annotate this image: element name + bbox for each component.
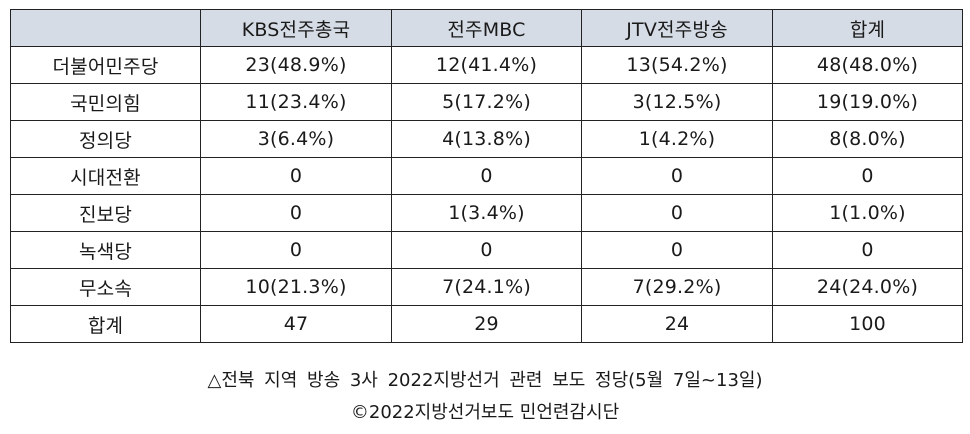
table-header: KBS전주총국 전주MBC JTV전주방송 합계 — [10, 9, 963, 47]
table-cell: 48(48.0%) — [772, 46, 963, 84]
table-caption: △전북 지역 방송 3사 2022지방선거 관련 보도 정당(5월 7일~13일… — [207, 370, 763, 391]
table-cell: 0 — [581, 194, 773, 232]
table-row: 무소속 10(21.3%) 7(24.1%) 7(29.2%) 24(24.0%) — [10, 268, 963, 306]
table-cell: 0 — [200, 157, 392, 195]
table-cell: 3(12.5%) — [581, 83, 773, 121]
row-label-cell: 국민의힘 — [10, 83, 201, 121]
column-header: JTV전주방송 — [581, 9, 773, 47]
table-cell: 1(3.4%) — [391, 194, 582, 232]
table-row: 진보당 0 1(3.4%) 0 1(1.0%) — [10, 194, 963, 232]
row-label-cell: 더불어민주당 — [10, 46, 201, 84]
table-cell: 24(24.0%) — [772, 268, 963, 306]
table-cell: 13(54.2%) — [581, 46, 773, 84]
table-cell: 11(23.4%) — [200, 83, 392, 121]
row-label-cell: 시대전환 — [10, 157, 201, 195]
table-cell: 8(8.0%) — [772, 120, 963, 158]
table-row: 국민의힘 11(23.4%) 5(17.2%) 3(12.5%) 19(19.0%) — [10, 83, 963, 121]
column-header: KBS전주총국 — [200, 9, 392, 47]
column-header: 합계 — [772, 9, 963, 47]
table-cell: 10(21.3%) — [200, 268, 392, 306]
table-cell: 4(13.8%) — [391, 120, 582, 158]
table-cell: 0 — [200, 231, 392, 269]
table-cell: 1(1.0%) — [772, 194, 963, 232]
table-cell: 24 — [581, 305, 773, 343]
table-cell: 7(24.1%) — [391, 268, 582, 306]
table-cell: 0 — [581, 231, 773, 269]
table-cell: 19(19.0%) — [772, 83, 963, 121]
copyright-caption: ©2022지방선거보도 민언련감시단 — [350, 402, 620, 423]
table-cell: 100 — [772, 305, 963, 343]
table-cell: 0 — [772, 157, 963, 195]
row-label-cell: 진보당 — [10, 194, 201, 232]
row-label-cell: 합계 — [10, 305, 201, 343]
table-cell: 0 — [772, 231, 963, 269]
party-coverage-table: KBS전주총국 전주MBC JTV전주방송 합계 더불어민주당 23(48.9%) 12(… — [10, 9, 963, 343]
table-row: 시대전환 0 0 0 0 — [10, 157, 963, 195]
table-row: 더불어민주당 23(48.9%) 12(41.4%) 13(54.2%) 48(48.0… — [10, 46, 963, 84]
table-cell: 0 — [391, 231, 582, 269]
table-cell: 0 — [200, 194, 392, 232]
header-corner-cell — [10, 9, 201, 47]
row-label-cell: 녹색당 — [10, 231, 201, 269]
table-row: 합계 47 29 24 100 — [10, 305, 963, 343]
table-cell: 3(6.4%) — [200, 120, 392, 158]
table-cell: 12(41.4%) — [391, 46, 582, 84]
table-cell: 7(29.2%) — [581, 268, 773, 306]
table-cell: 0 — [391, 157, 582, 195]
table-cell: 5(17.2%) — [391, 83, 582, 121]
table-cell: 47 — [200, 305, 392, 343]
table-row: 녹색당 0 0 0 0 — [10, 231, 963, 269]
table-cell: 29 — [391, 305, 582, 343]
table-row: 정의당 3(6.4%) 4(13.8%) 1(4.2%) 8(8.0%) — [10, 120, 963, 158]
row-label-cell: 정의당 — [10, 120, 201, 158]
table-cell: 0 — [581, 157, 773, 195]
table-cell: 23(48.9%) — [200, 46, 392, 84]
table-cell: 1(4.2%) — [581, 120, 773, 158]
column-header: 전주MBC — [391, 9, 582, 47]
row-label-cell: 무소속 — [10, 268, 201, 306]
header-row: KBS전주총국 전주MBC JTV전주방송 합계 — [10, 9, 963, 47]
table-body: 더불어민주당 23(48.9%) 12(41.4%) 13(54.2%) 48(48.0… — [10, 46, 963, 343]
